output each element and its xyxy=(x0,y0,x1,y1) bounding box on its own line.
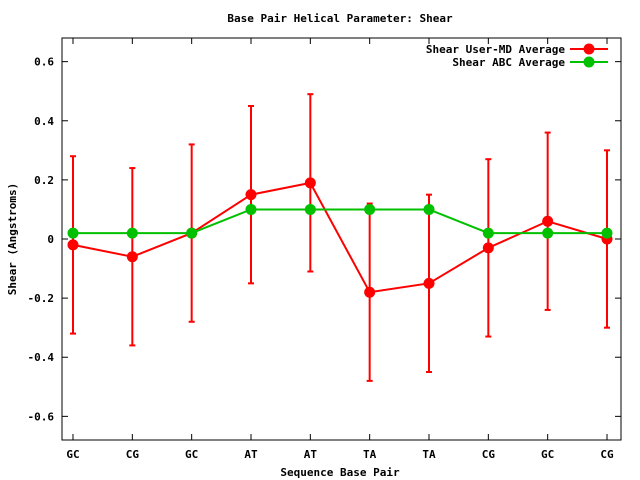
legend-marker xyxy=(583,56,595,68)
chart-title: Base Pair Helical Parameter: Shear xyxy=(227,12,453,25)
series-1-point xyxy=(67,239,79,251)
series-1-point xyxy=(482,242,494,254)
series-2-point xyxy=(67,227,79,239)
series-2-point xyxy=(126,227,138,239)
x-tick-label: AT xyxy=(244,448,258,461)
x-axis-label: Sequence Base Pair xyxy=(280,466,400,479)
series-layer xyxy=(67,93,613,382)
series-2-point xyxy=(364,203,376,215)
x-tick-label: GC xyxy=(185,448,198,461)
legend-label: Shear ABC Average xyxy=(452,56,565,69)
series-2-point xyxy=(482,227,494,239)
y-tick-label: 0.4 xyxy=(34,115,54,128)
series-1-point xyxy=(304,177,316,189)
series-2-point xyxy=(304,203,316,215)
series-2-point xyxy=(542,227,554,239)
x-tick-label: GC xyxy=(66,448,79,461)
series-1-point xyxy=(126,251,138,263)
x-tick-label: AT xyxy=(304,448,318,461)
y-tick-label: 0.2 xyxy=(34,174,54,187)
y-tick-label: -0.4 xyxy=(28,351,55,364)
legend-marker xyxy=(583,43,595,55)
series-line-2 xyxy=(73,208,607,235)
x-tick-label: CG xyxy=(126,448,140,461)
series-2-point xyxy=(601,227,613,239)
x-tick-label: TA xyxy=(363,448,377,461)
y-tick-label: -0.2 xyxy=(28,292,55,305)
series-line-1 xyxy=(72,181,608,294)
series-1-point xyxy=(423,277,435,289)
series-1-point xyxy=(245,189,257,201)
x-tick-label: GC xyxy=(541,448,554,461)
series-1-point xyxy=(542,215,554,227)
x-tick-label: CG xyxy=(600,448,614,461)
series-2-point xyxy=(186,227,198,239)
axes: -0.6 -0.4 -0.2 0 0.2 0.4 0.6 GC CG GC AT AT TA TA CG GC… xyxy=(28,38,621,461)
legend-label: Shear User-MD Average xyxy=(426,43,565,56)
y-tick-label: 0.6 xyxy=(34,56,54,69)
series-2-point xyxy=(423,203,435,215)
series-2-point xyxy=(245,203,257,215)
series-1-point xyxy=(364,286,376,298)
x-tick-label: TA xyxy=(422,448,436,461)
x-tick-label: CG xyxy=(482,448,496,461)
y-tick-label: -0.6 xyxy=(28,410,55,423)
y-axis-label: Shear (Angstroms) xyxy=(6,183,19,296)
y-tick-label: 0 xyxy=(47,233,54,246)
